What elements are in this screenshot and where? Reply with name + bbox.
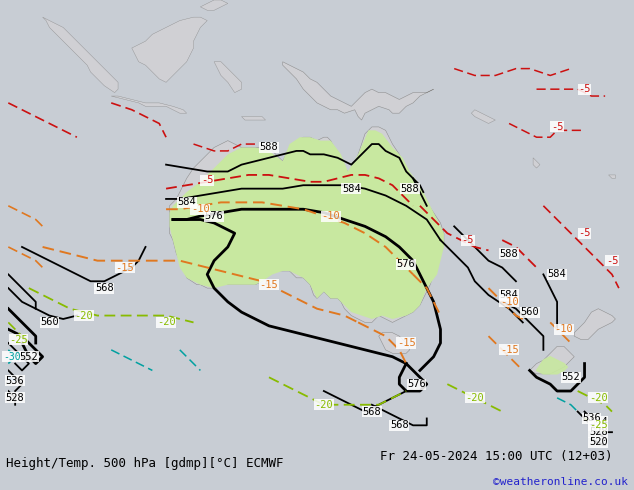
- Text: 552: 552: [20, 352, 38, 362]
- Text: 536: 536: [6, 376, 25, 386]
- Text: -15: -15: [397, 338, 415, 348]
- Text: 568: 568: [363, 407, 381, 416]
- Text: -20: -20: [589, 393, 607, 403]
- Text: -5: -5: [462, 235, 474, 245]
- Text: -15: -15: [259, 280, 278, 290]
- Polygon shape: [214, 62, 242, 93]
- Text: -5: -5: [201, 175, 214, 185]
- Text: -10: -10: [321, 211, 340, 221]
- Polygon shape: [111, 96, 186, 113]
- Text: 520: 520: [589, 438, 607, 447]
- Polygon shape: [529, 346, 574, 374]
- Polygon shape: [242, 117, 266, 120]
- Text: 584: 584: [500, 290, 519, 300]
- Text: 584: 584: [342, 184, 361, 194]
- Polygon shape: [378, 333, 410, 353]
- Text: -30: -30: [3, 352, 20, 362]
- Text: Fr 24-05-2024 15:00 UTC (12+03): Fr 24-05-2024 15:00 UTC (12+03): [380, 450, 613, 464]
- Text: 576: 576: [407, 379, 426, 389]
- Text: -20: -20: [314, 400, 333, 410]
- Text: -5: -5: [551, 122, 564, 132]
- Text: 528: 528: [589, 427, 607, 437]
- Text: -10: -10: [555, 324, 573, 334]
- Polygon shape: [169, 130, 444, 319]
- Polygon shape: [574, 309, 616, 340]
- Text: 584: 584: [178, 197, 196, 207]
- Polygon shape: [283, 62, 434, 120]
- Polygon shape: [169, 127, 444, 322]
- Polygon shape: [536, 357, 567, 374]
- Text: -20: -20: [465, 393, 484, 403]
- Text: 588: 588: [400, 184, 419, 194]
- Text: 576: 576: [397, 259, 415, 269]
- Polygon shape: [471, 110, 495, 123]
- Text: -5: -5: [605, 256, 618, 266]
- Text: 588: 588: [259, 143, 278, 152]
- Text: 588: 588: [500, 249, 519, 259]
- Text: -20: -20: [157, 318, 176, 327]
- Text: 568: 568: [95, 283, 113, 293]
- Text: -15: -15: [115, 263, 134, 272]
- Polygon shape: [533, 158, 540, 168]
- Text: 560: 560: [521, 307, 539, 317]
- Polygon shape: [132, 17, 207, 82]
- Polygon shape: [42, 17, 118, 93]
- Text: ©weatheronline.co.uk: ©weatheronline.co.uk: [493, 477, 628, 487]
- Text: 568: 568: [390, 420, 409, 430]
- Text: 560: 560: [40, 318, 59, 327]
- Polygon shape: [609, 175, 616, 178]
- Text: Height/Temp. 500 hPa [gdmp][°C] ECMWF: Height/Temp. 500 hPa [gdmp][°C] ECMWF: [6, 457, 284, 470]
- Text: -20: -20: [74, 311, 93, 320]
- Text: 584: 584: [548, 270, 566, 279]
- Text: 528: 528: [6, 393, 25, 403]
- Text: 536: 536: [582, 414, 601, 423]
- Text: 544: 544: [589, 417, 607, 427]
- Text: -25: -25: [10, 335, 28, 344]
- Text: 552: 552: [562, 372, 580, 382]
- Text: -10: -10: [500, 297, 519, 307]
- Text: -10: -10: [191, 204, 210, 214]
- Polygon shape: [200, 0, 228, 10]
- Text: -5: -5: [578, 84, 591, 94]
- Text: 576: 576: [205, 211, 223, 221]
- Text: -5: -5: [578, 228, 591, 238]
- Text: -25: -25: [589, 420, 607, 430]
- Text: -15: -15: [500, 345, 519, 355]
